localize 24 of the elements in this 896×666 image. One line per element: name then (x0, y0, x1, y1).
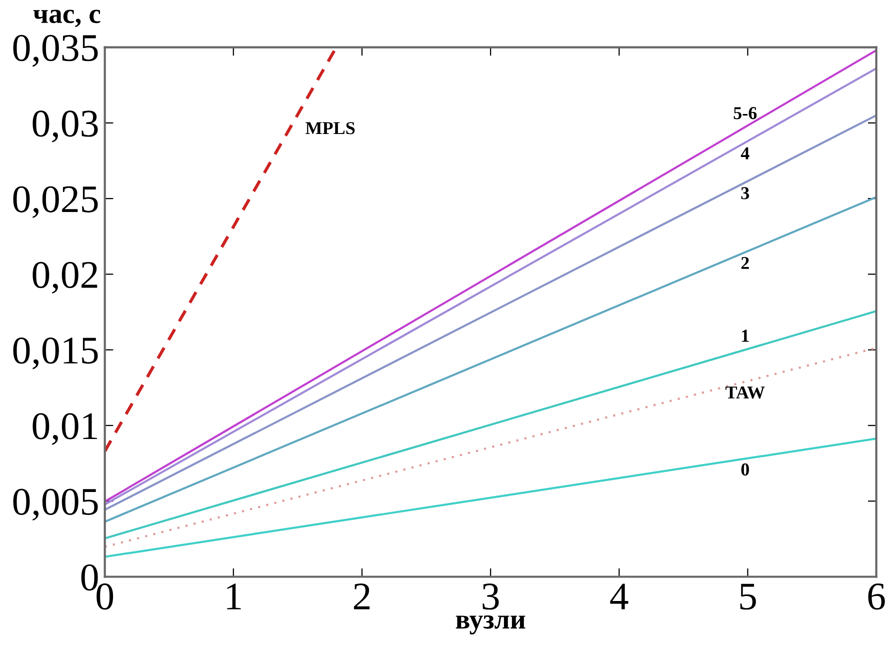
x-tick-label: 2 (354, 584, 370, 610)
series-label: 5-6 (734, 107, 757, 120)
x-axis-title: вузли (456, 615, 526, 634)
series-label: MPLS (306, 122, 355, 134)
x-tick-label: 3 (482, 584, 499, 610)
y-axis-title: час, с (33, 10, 100, 28)
series-label: 0 (741, 463, 749, 476)
y-tick-label: 0,025 (13, 186, 98, 218)
y-tick-label: 0,035 (13, 34, 98, 67)
x-tick-label: 6 (868, 584, 885, 610)
y-tick-label: 0,02 (32, 262, 98, 294)
series-label: 1 (742, 330, 749, 342)
series-label: 4 (740, 147, 750, 160)
y-tick-label: 0,005 (13, 488, 98, 521)
series-label: TAW (726, 386, 765, 399)
x-tick-label: 1 (227, 584, 241, 610)
series-label: 3 (741, 187, 750, 200)
x-tick-label: 5 (740, 584, 756, 610)
y-tick-label: 0,03 (32, 110, 98, 142)
y-tick-label: 0 (81, 564, 98, 591)
series-label: 2 (741, 256, 749, 269)
x-tick-label: 4 (610, 584, 628, 610)
y-tick-label: 0,01 (32, 413, 97, 445)
y-tick-label: 0,015 (13, 337, 98, 370)
